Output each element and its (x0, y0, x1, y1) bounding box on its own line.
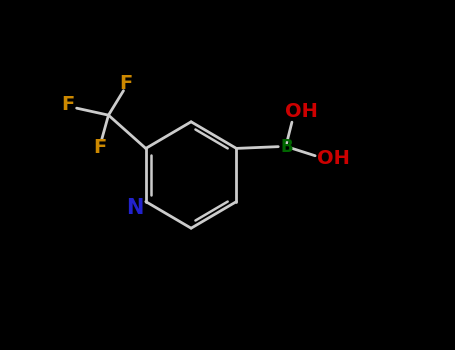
Text: OH: OH (317, 149, 350, 168)
Text: B: B (280, 138, 293, 156)
Text: F: F (94, 138, 107, 157)
Text: N: N (126, 198, 143, 218)
Text: F: F (119, 74, 132, 93)
Text: F: F (61, 95, 74, 114)
Text: OH: OH (285, 102, 318, 121)
